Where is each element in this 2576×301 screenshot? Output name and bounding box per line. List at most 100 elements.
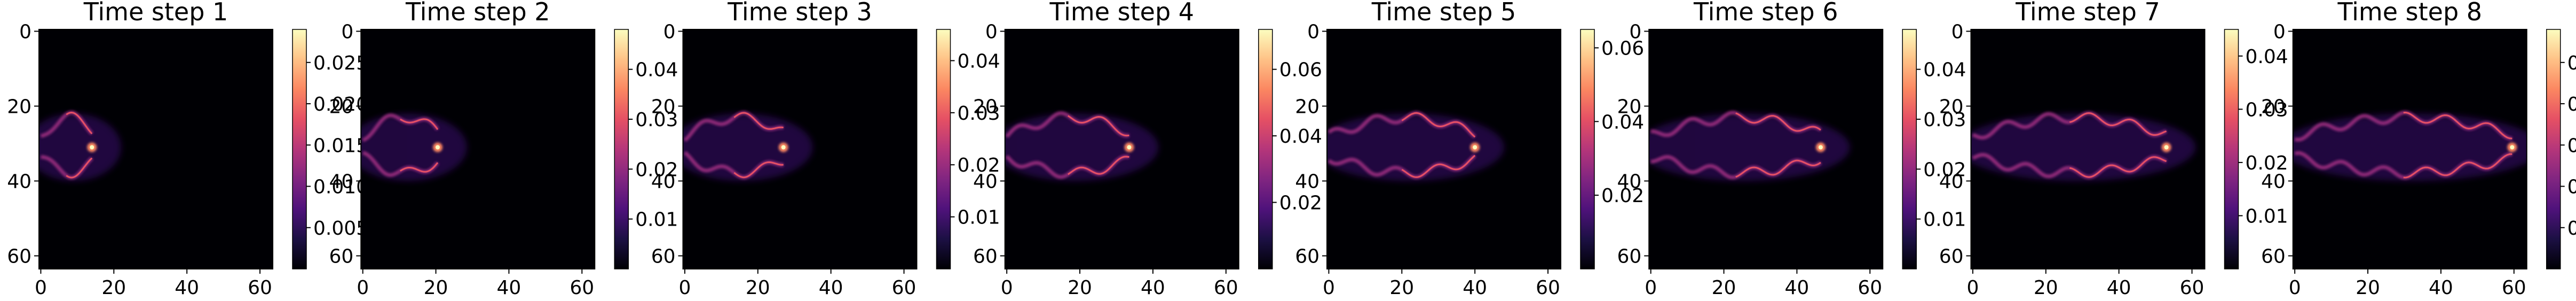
axes-frame	[38, 29, 273, 269]
x-tick-label: 60	[248, 277, 272, 299]
y-tick-label: 40	[2261, 171, 2286, 193]
y-tick-label: 20	[651, 96, 676, 118]
colorbar-tick-label: 0.04	[1601, 111, 1644, 133]
colorbar-tick-label: 0.025	[313, 52, 368, 74]
heatmap-field	[1649, 111, 1850, 181]
plume-lower-edge-core	[66, 157, 93, 179]
plume-hotspot-core	[781, 145, 786, 150]
plume-lower-edge-core	[2403, 153, 2512, 179]
colorbar	[936, 29, 951, 269]
colorbar-tick-label: 0.020	[313, 94, 368, 115]
y-tick-label: 60	[1617, 246, 1641, 268]
colorbar-tick-label: 0.010	[313, 176, 368, 198]
y-tick-label: 20	[329, 96, 353, 118]
colorbar-tick-label: 0.015	[313, 135, 368, 157]
x-tick-label: 0	[678, 277, 691, 299]
panel-title: Time step 4	[1049, 0, 1194, 26]
x-tick-label: 60	[2180, 277, 2204, 299]
colorbar-tick-label: 0.03	[1923, 109, 1966, 131]
y-tick-label: 20	[7, 96, 31, 118]
axes-frame	[1326, 29, 1561, 269]
x-tick-label: 0	[1645, 277, 1657, 299]
x-tick-label: 0	[1966, 277, 1979, 299]
panel-title: Time step 8	[2337, 0, 2482, 26]
colorbar-tick-label: 0.04	[1923, 59, 1966, 81]
colorbar-tick-label: 0.04	[958, 50, 1000, 72]
x-tick-label: 20	[1712, 277, 1736, 299]
plume-hotspot-core	[2164, 145, 2169, 150]
x-tick-label: 40	[819, 277, 843, 299]
plume-lower-edge-core	[1068, 156, 1129, 175]
plume-hotspot-core	[1473, 145, 1477, 150]
plume-hotspot-core	[1818, 145, 1823, 150]
y-tick-label: 40	[7, 171, 31, 193]
y-tick-label: 40	[329, 171, 353, 193]
y-tick-label: 60	[651, 246, 676, 268]
y-tick-label: 20	[1939, 96, 1964, 118]
x-tick-label: 0	[1001, 277, 1013, 299]
y-tick-label: 0	[341, 21, 353, 43]
colorbar-tick-label: 0.03	[635, 109, 678, 131]
colorbar-tick-label: 0.01	[2246, 205, 2288, 227]
heatmap-field	[39, 110, 121, 181]
plume-lower-edge-core	[1401, 155, 1476, 178]
plume-upper-edge-core	[1068, 115, 1129, 137]
axes-frame	[2292, 29, 2527, 269]
axes-frame	[360, 29, 596, 269]
colorbar-tick-label: 0.04	[1279, 126, 1322, 148]
colorbar-tick-label: 0.02	[958, 155, 1000, 176]
y-tick-label: 0	[1951, 21, 1964, 43]
x-tick-label: 20	[424, 277, 448, 299]
plume-lower-edge-core	[400, 162, 439, 173]
colorbar-tick-label: 0.04	[2246, 46, 2288, 68]
plume-upper-edge-core	[2069, 112, 2167, 136]
colorbar-tick-label: 0.02	[1923, 159, 1966, 181]
colorbar-tick-label: 0.03	[2246, 99, 2288, 121]
x-tick-label: 40	[2429, 277, 2453, 299]
colorbar	[614, 29, 629, 269]
heatmap-field	[1327, 111, 1504, 181]
colorbar-tick-label: 0.06	[1279, 59, 1322, 81]
plume-glow	[1327, 113, 1504, 181]
y-tick-label: 60	[329, 246, 353, 268]
plume-upper-edge-core	[400, 118, 439, 130]
colorbar	[292, 29, 307, 269]
axes-frame	[1970, 29, 2206, 269]
y-tick-label: 60	[973, 246, 998, 268]
heatmap-field	[1971, 111, 2196, 181]
panel-title: Time step 3	[727, 0, 872, 26]
axes-frame	[1004, 29, 1239, 269]
y-tick-label: 40	[651, 171, 676, 193]
plume-hotspot-core	[2510, 145, 2515, 150]
y-tick-label: 60	[2261, 246, 2286, 268]
plume-glow	[361, 113, 467, 181]
panel-title: Time step 5	[1371, 0, 1516, 26]
heatmap-field	[361, 113, 467, 181]
x-tick-label: 0	[2289, 277, 2301, 299]
x-tick-label: 40	[497, 277, 521, 299]
colorbar-tick-label: 0.04	[2567, 94, 2576, 115]
x-tick-label: 40	[2107, 277, 2131, 299]
colorbar-tick-label: 0.02	[2246, 152, 2288, 174]
colorbar-tick-label: 0.01	[635, 209, 678, 231]
x-tick-label: 0	[35, 277, 47, 299]
x-tick-label: 20	[2356, 277, 2380, 299]
colorbar	[1580, 29, 1595, 269]
plume-upper-edge-core	[2403, 111, 2512, 140]
colorbar-tick-label: 0.01	[958, 207, 1000, 229]
plume-glow	[683, 113, 813, 181]
panel-title: Time step 1	[83, 0, 228, 26]
colorbar	[2224, 29, 2239, 269]
colorbar-tick-label: 0.02	[1279, 192, 1322, 214]
y-tick-label: 0	[1629, 21, 1641, 43]
y-tick-label: 40	[973, 171, 998, 193]
heatmap-field	[2293, 110, 2527, 181]
plume-glow	[39, 113, 121, 181]
panel-8: Time step 8020406002040600.010.020.030.0…	[2261, 0, 2576, 299]
y-tick-label: 60	[1295, 246, 1319, 268]
plume-upper-edge-core	[1401, 112, 1476, 138]
x-tick-label: 60	[570, 277, 594, 299]
plume-upper-edge-core	[1735, 112, 1821, 132]
panel-3: Time step 30 20 40 6002040600.010.020.030.0…	[651, 0, 1000, 299]
